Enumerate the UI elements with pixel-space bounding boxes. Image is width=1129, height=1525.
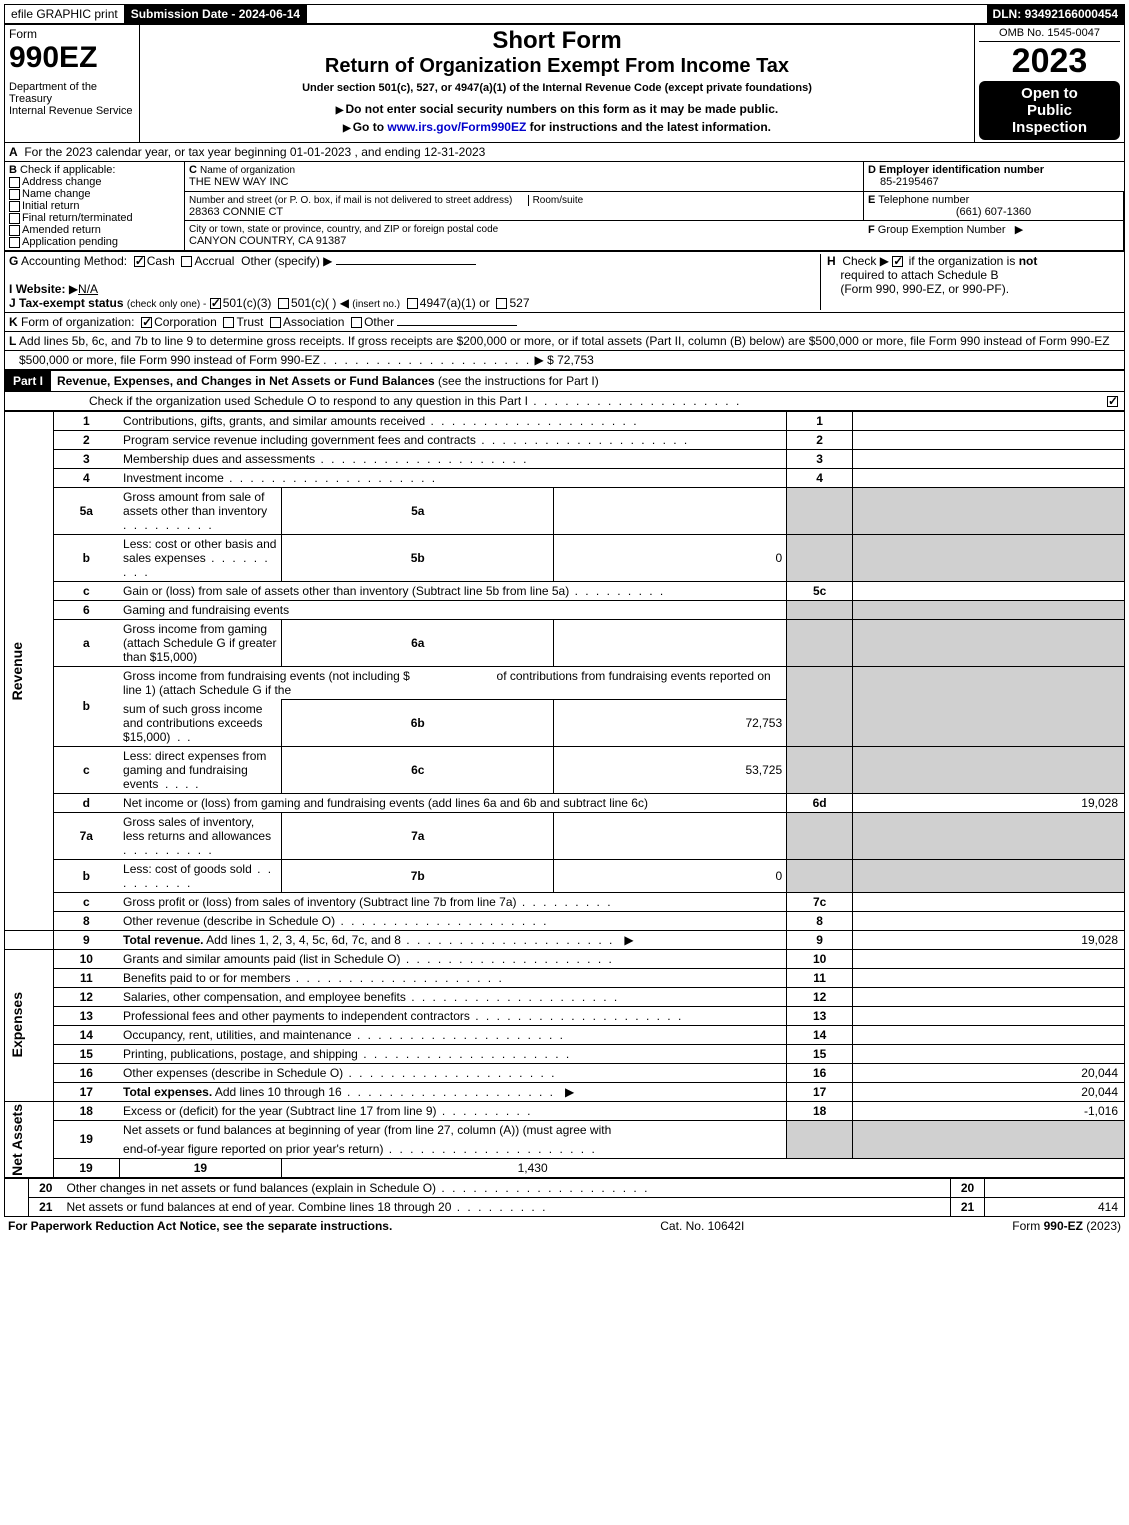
irs-link[interactable]: www.irs.gov/Form990EZ <box>387 120 526 134</box>
chk-initial-return[interactable] <box>9 201 20 212</box>
gross-receipts: $ 72,753 <box>547 353 594 367</box>
line-k: K Form of organization: Corporation Trus… <box>4 313 1125 332</box>
vert-net-assets: Net Assets <box>9 1104 25 1176</box>
omb-number: OMB No. 1545-0047 <box>979 27 1120 42</box>
chk-sched-b[interactable] <box>892 256 903 267</box>
chk-trust[interactable] <box>223 317 234 328</box>
chk-accrual[interactable] <box>181 256 192 267</box>
return-of-title: Return of Organization Exempt From Incom… <box>144 55 970 78</box>
dln: DLN: 93492166000454 <box>987 5 1124 23</box>
chk-cash[interactable] <box>134 256 145 267</box>
footer-left: For Paperwork Reduction Act Notice, see … <box>8 1219 392 1233</box>
chk-application-pending[interactable] <box>9 237 20 248</box>
open-to-public: Open to Public Inspection <box>979 81 1120 140</box>
chk-501c[interactable] <box>278 298 289 309</box>
chk-amended-return[interactable] <box>9 225 20 236</box>
page-footer: For Paperwork Reduction Act Notice, see … <box>4 1217 1125 1235</box>
info-grid: B Check if applicable: Address change Na… <box>4 162 1125 252</box>
part1-check: Check if the organization used Schedule … <box>4 392 1125 411</box>
chk-address-change[interactable] <box>9 177 20 188</box>
org-name: THE NEW WAY INC <box>189 176 288 188</box>
line-l: L Add lines 5b, 6c, and 7b to line 9 to … <box>4 332 1125 351</box>
form-word: Form <box>9 27 135 41</box>
chk-final-return[interactable] <box>9 213 20 224</box>
tax-year: 2023 <box>979 42 1120 81</box>
lines-table: Revenue 1Contributions, gifts, grants, a… <box>4 411 1125 1178</box>
line-a: A For the 2023 calendar year, or tax yea… <box>4 143 1125 162</box>
telephone: (661) 607-1360 <box>868 206 1119 218</box>
street-address: 28363 CONNIE CT <box>189 206 283 218</box>
do-not-enter: Do not enter social security numbers on … <box>144 102 970 116</box>
vert-expenses: Expenses <box>9 992 25 1057</box>
footer-mid: Cat. No. 10642I <box>660 1219 744 1233</box>
top-bar: efile GRAPHIC print Submission Date - 20… <box>4 4 1125 24</box>
under-section: Under section 501(c), 527, or 4947(a)(1)… <box>144 82 970 94</box>
efile-label: efile GRAPHIC print <box>5 5 125 23</box>
chk-501c3[interactable] <box>210 298 221 309</box>
submission-date: Submission Date - 2024-06-14 <box>125 5 307 23</box>
part1-header: Part I Revenue, Expenses, and Changes in… <box>4 370 1125 392</box>
website: N/A <box>78 282 98 296</box>
short-form-title: Short Form <box>144 27 970 55</box>
form-header: Form 990EZ Department of the Treasury In… <box>4 24 1125 143</box>
form-number: 990EZ <box>9 41 135 75</box>
chk-4947[interactable] <box>407 298 418 309</box>
chk-sched-o[interactable] <box>1107 396 1118 407</box>
chk-other-org[interactable] <box>351 317 362 328</box>
chk-corp[interactable] <box>141 317 152 328</box>
chk-527[interactable] <box>496 298 507 309</box>
city-state-zip: CANYON COUNTRY, CA 91387 <box>189 235 346 247</box>
chk-assoc[interactable] <box>270 317 281 328</box>
chk-name-change[interactable] <box>9 189 20 200</box>
ein: 85-2195467 <box>868 176 939 188</box>
line-g-h: G Accounting Method: Cash Accrual Other … <box>4 252 1125 313</box>
goto-line: Go to www.irs.gov/Form990EZ for instruct… <box>144 120 970 134</box>
dept-treasury: Department of the Treasury Internal Reve… <box>9 81 135 117</box>
footer-right: Form 990-EZ (2023) <box>1012 1219 1121 1233</box>
vert-revenue: Revenue <box>9 642 25 700</box>
